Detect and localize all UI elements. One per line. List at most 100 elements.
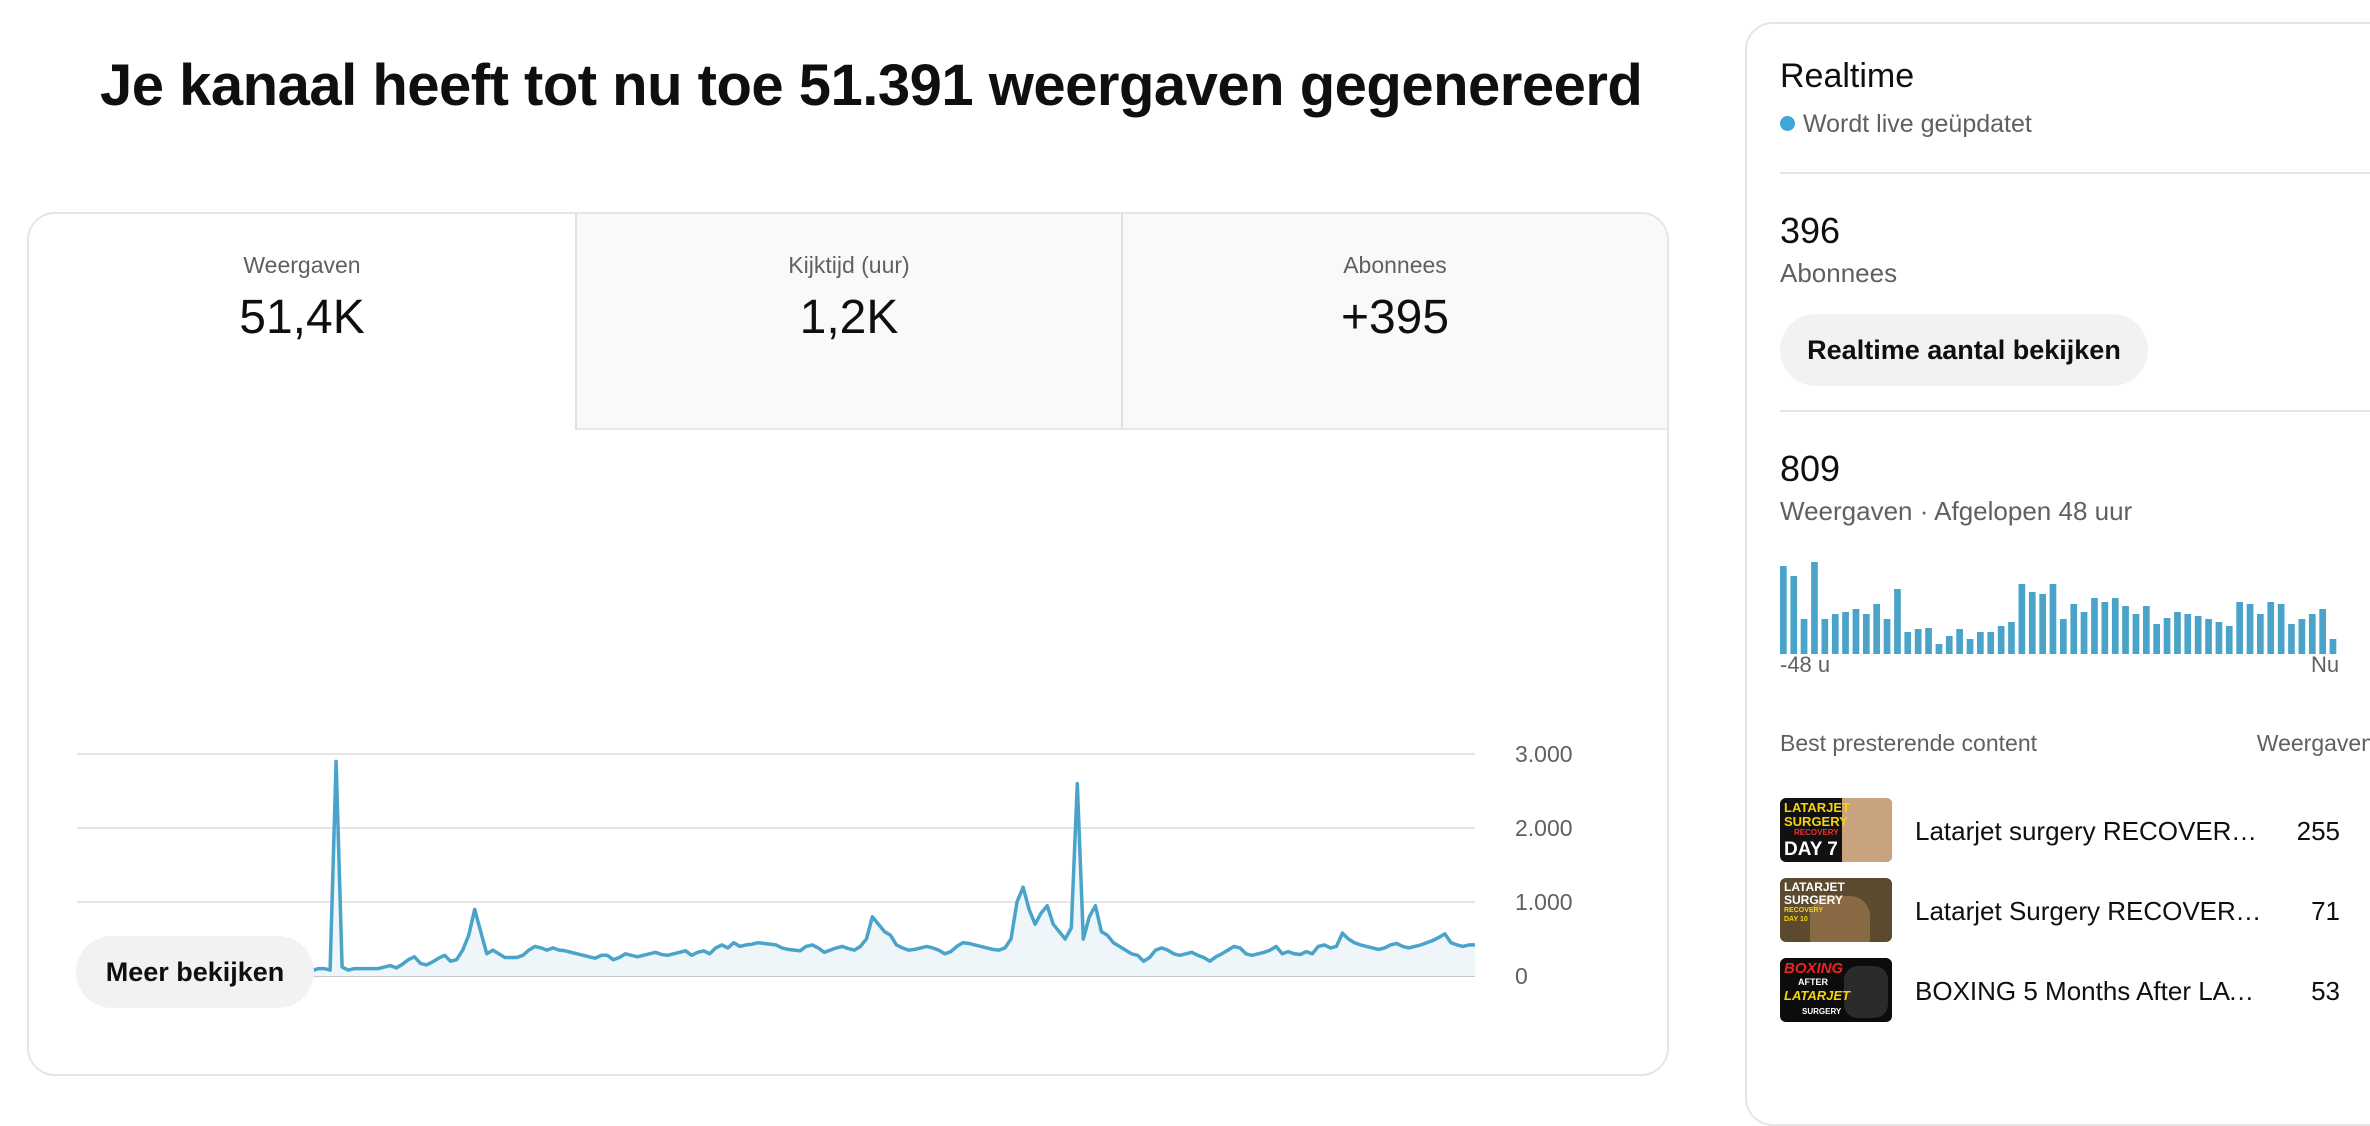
hourly-bar <box>2143 606 2150 654</box>
top-content-views: 53 <box>2311 976 2340 1006</box>
hourly-bar <box>1945 636 1953 654</box>
realtime-title: Realtime <box>1780 57 1915 95</box>
hourly-bar <box>2329 639 2337 654</box>
realtime-subscriber-label: Abonnees <box>1780 258 1898 288</box>
hourly-bar <box>2091 598 2098 654</box>
divider <box>1780 172 2370 174</box>
realtime-subscriber-count: 396 <box>1780 210 1841 251</box>
top-content-title: BOXING 5 Months After LATARJET Surgery <box>1915 976 2265 1006</box>
hourly-bar <box>2070 604 2078 654</box>
hourly-bar <box>2267 602 2275 654</box>
hourly-bar <box>1831 614 1839 654</box>
hourly-bar <box>2257 614 2264 654</box>
hourly-bar <box>2298 619 2306 654</box>
thumbnail-text: DAY 10 <box>1784 916 1808 923</box>
hourly-bar <box>1935 644 1943 654</box>
y-tick-label: 3.000 <box>1515 741 1573 767</box>
metric-tabs: Weergaven 51,4K Kijktijd (uur) 1,2K Abon… <box>29 214 1667 430</box>
thumbnail-text: RECOVERY <box>1794 828 1839 837</box>
y-tick-label: 0 <box>1515 963 1528 989</box>
top-content-views: 71 <box>2311 896 2340 926</box>
hourly-bar <box>1956 629 1963 654</box>
realtime-views-label: Weergaven · Afgelopen 48 uur <box>1780 496 2133 526</box>
y-tick-label: 1.000 <box>1515 889 1573 915</box>
hourly-bar <box>1925 628 1932 654</box>
overview-card: Weergaven 51,4K Kijktijd (uur) 1,2K Abon… <box>27 212 1669 1076</box>
hourly-bar <box>2277 604 2285 654</box>
thumbnail-text: AFTER <box>1798 977 1828 987</box>
top-content-item[interactable]: LATARJET SURGERY RECOVERY DAY 7 Latarjet… <box>1780 798 2340 864</box>
hourly-bar <box>1800 619 1808 654</box>
hourly-bar <box>2101 602 2109 654</box>
top-content-views: 255 <box>2296 816 2340 846</box>
video-thumbnail: LATARJET SURGERY RECOVERY DAY 7 <box>1780 798 1892 862</box>
hourly-bar <box>2049 584 2057 654</box>
bars-axis-end: Nu <box>2311 652 2340 677</box>
hourly-bar <box>2060 619 2067 654</box>
realtime-count-button[interactable]: Realtime aantal bekijken <box>1780 314 2148 386</box>
hourly-bar <box>2132 614 2140 654</box>
hourly-bar <box>2008 622 2015 654</box>
video-thumbnail: BOXING AFTER LATARJET SURGERY <box>1780 958 1892 1022</box>
thumbnail-text: SURGERY <box>1784 893 1843 907</box>
see-more-button[interactable]: Meer bekijken <box>76 936 314 1008</box>
thumbnail-text: BOXING <box>1784 960 1844 977</box>
hourly-bar <box>2194 616 2202 654</box>
video-thumbnail: LATARJET SURGERY RECOVERY DAY 10 <box>1780 878 1892 942</box>
top-content-title: Latarjet Surgery RECOVERY DAY 10 <box>1915 896 2265 926</box>
hourly-bar <box>1904 632 1912 654</box>
views-area <box>77 761 1475 976</box>
thumbnail-text: RECOVERY <box>1784 907 1824 914</box>
hourly-bar <box>1852 609 1860 654</box>
hourly-bar <box>2039 594 2046 654</box>
hourly-bar <box>1780 566 1787 654</box>
hourly-bar <box>2018 584 2026 654</box>
thumbnail-text: DAY 7 <box>1784 839 1838 860</box>
top-content-metric: Weergaven <box>2256 730 2370 756</box>
tab-watch-time-label: Kijktijd (uur) <box>788 252 910 278</box>
hourly-bar <box>1966 639 1974 654</box>
page-headline: Je kanaal heeft tot nu toe 51.391 weerga… <box>100 53 1643 118</box>
top-content-heading: Best presterende content <box>1780 730 2037 756</box>
thumbnail-text: SURGERY <box>1784 814 1848 829</box>
hourly-bar <box>2184 614 2192 654</box>
hourly-bar <box>1873 604 1880 654</box>
realtime-views-count: 809 <box>1780 448 1841 489</box>
hourly-bar <box>2246 604 2254 654</box>
hourly-bar <box>1811 562 1818 654</box>
top-content-item[interactable]: BOXING AFTER LATARJET SURGERY BOXING 5 M… <box>1780 958 2340 1024</box>
hourly-bar <box>2174 612 2181 654</box>
y-tick-label: 2.000 <box>1515 815 1573 841</box>
hourly-bar <box>1997 626 2005 654</box>
thumbnail-photo <box>1842 798 1892 862</box>
top-content-item[interactable]: LATARJET SURGERY RECOVERY DAY 10 Latarje… <box>1780 878 2340 944</box>
thumbnail-photo <box>1844 966 1888 1018</box>
hourly-bar <box>2080 612 2088 654</box>
top-content-title: Latarjet surgery RECOVERY DAY 7 <box>1915 816 2265 846</box>
bars-axis-start: -48 u <box>1780 652 1831 677</box>
hourly-bar <box>1883 619 1891 654</box>
thumbnail-text: SURGERY <box>1802 1007 1842 1016</box>
thumbnail-text: LATARJET <box>1784 800 1850 815</box>
hourly-bar <box>2028 592 2036 654</box>
hourly-bar <box>1987 632 1995 654</box>
hourly-bar <box>2163 618 2171 654</box>
divider <box>1780 410 2370 412</box>
hourly-bar <box>1863 614 1870 654</box>
hourly-bar <box>2153 624 2160 654</box>
tab-views-value: 51,4K <box>239 291 365 344</box>
hourly-bar <box>2288 624 2295 654</box>
thumbnail-text: LATARJET <box>1784 880 1845 894</box>
hourly-bar <box>1977 632 1984 654</box>
tab-views[interactable]: Weergaven 51,4K <box>29 214 575 430</box>
hourly-bar <box>2215 622 2223 654</box>
hourly-bar <box>2308 614 2316 654</box>
hourly-bar <box>1790 576 1798 654</box>
tab-subscribers-value: +395 <box>1340 291 1450 344</box>
tab-watch-time[interactable]: Kijktijd (uur) 1,2K <box>575 214 1121 430</box>
hourly-bar <box>2205 619 2212 654</box>
hourly-bar <box>1821 619 1829 654</box>
tab-subscribers[interactable]: Abonnees +395 <box>1121 214 1667 430</box>
live-dot-icon <box>1780 116 1795 131</box>
